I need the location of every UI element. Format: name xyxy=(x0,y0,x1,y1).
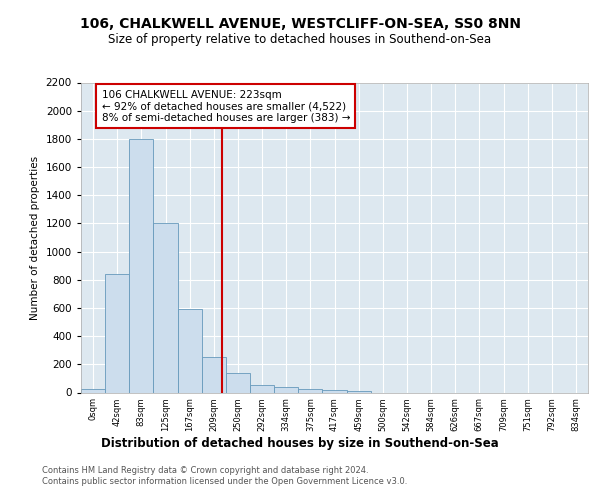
Text: Size of property relative to detached houses in Southend-on-Sea: Size of property relative to detached ho… xyxy=(109,32,491,46)
Text: 106, CHALKWELL AVENUE, WESTCLIFF-ON-SEA, SS0 8NN: 106, CHALKWELL AVENUE, WESTCLIFF-ON-SEA,… xyxy=(79,18,521,32)
Bar xyxy=(298,389,322,392)
Bar xyxy=(322,390,347,392)
Text: Contains public sector information licensed under the Open Government Licence v3: Contains public sector information licen… xyxy=(42,477,407,486)
Text: Contains HM Land Registry data © Crown copyright and database right 2024.: Contains HM Land Registry data © Crown c… xyxy=(42,466,368,475)
Bar xyxy=(274,387,298,392)
Bar xyxy=(129,139,154,392)
Bar xyxy=(226,374,250,392)
Bar xyxy=(81,389,105,392)
Bar xyxy=(154,224,178,392)
Bar xyxy=(202,356,226,392)
Text: 106 CHALKWELL AVENUE: 223sqm
← 92% of detached houses are smaller (4,522)
8% of : 106 CHALKWELL AVENUE: 223sqm ← 92% of de… xyxy=(101,90,350,122)
Bar xyxy=(178,310,202,392)
Text: Distribution of detached houses by size in Southend-on-Sea: Distribution of detached houses by size … xyxy=(101,438,499,450)
Bar xyxy=(347,391,371,392)
Y-axis label: Number of detached properties: Number of detached properties xyxy=(30,156,40,320)
Bar xyxy=(250,386,274,392)
Bar xyxy=(105,274,129,392)
